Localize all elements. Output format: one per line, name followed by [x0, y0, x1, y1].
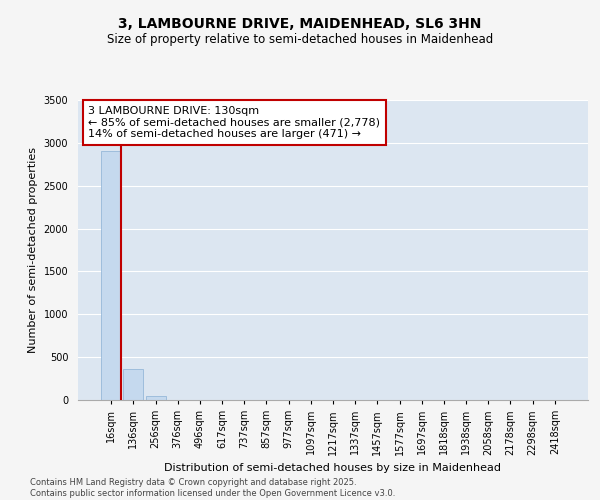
Bar — [101, 152, 121, 400]
Text: 3 LAMBOURNE DRIVE: 130sqm
← 85% of semi-detached houses are smaller (2,778)
14% : 3 LAMBOURNE DRIVE: 130sqm ← 85% of semi-… — [88, 106, 380, 139]
Bar — [124, 369, 143, 400]
Y-axis label: Number of semi-detached properties: Number of semi-detached properties — [28, 147, 38, 353]
Text: Size of property relative to semi-detached houses in Maidenhead: Size of property relative to semi-detach… — [107, 32, 493, 46]
Text: Contains HM Land Registry data © Crown copyright and database right 2025.
Contai: Contains HM Land Registry data © Crown c… — [30, 478, 395, 498]
X-axis label: Distribution of semi-detached houses by size in Maidenhead: Distribution of semi-detached houses by … — [164, 463, 502, 473]
Bar — [146, 396, 166, 400]
Text: 3, LAMBOURNE DRIVE, MAIDENHEAD, SL6 3HN: 3, LAMBOURNE DRIVE, MAIDENHEAD, SL6 3HN — [118, 18, 482, 32]
